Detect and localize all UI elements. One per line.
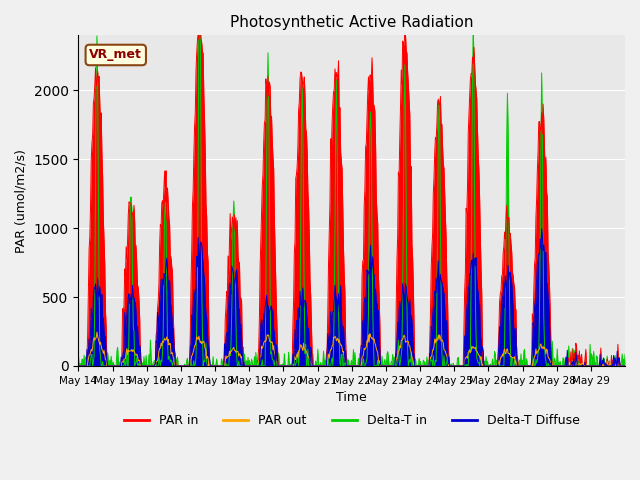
X-axis label: Time: Time xyxy=(337,391,367,404)
Title: Photosynthetic Active Radiation: Photosynthetic Active Radiation xyxy=(230,15,474,30)
Y-axis label: PAR (umol/m2/s): PAR (umol/m2/s) xyxy=(15,149,28,252)
Legend: PAR in, PAR out, Delta-T in, Delta-T Diffuse: PAR in, PAR out, Delta-T in, Delta-T Dif… xyxy=(119,409,584,432)
Text: VR_met: VR_met xyxy=(90,48,142,61)
